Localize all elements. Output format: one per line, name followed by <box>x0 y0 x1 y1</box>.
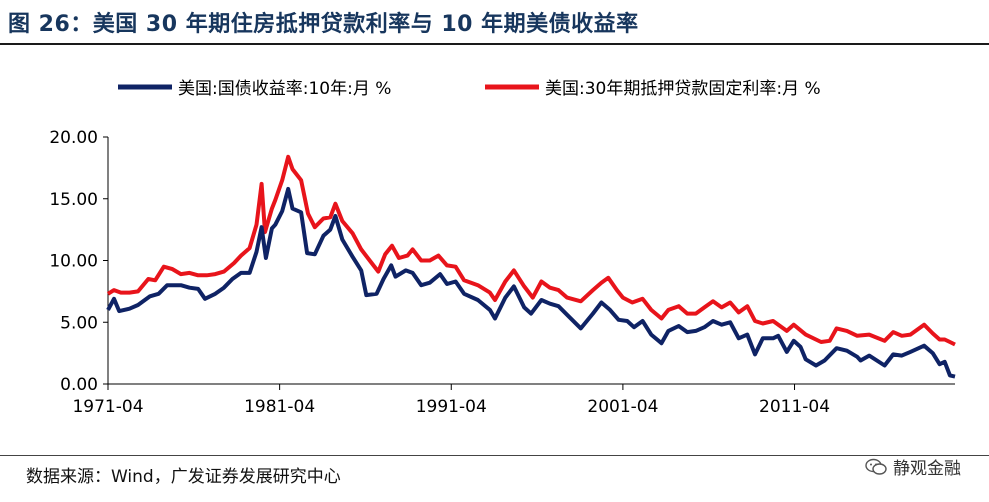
y-tick-label: 0.00 <box>60 375 98 395</box>
series-lines <box>106 154 956 379</box>
x-tick-label: 1971-04 <box>72 397 143 417</box>
legend: 美国:国债收益率:10年:月 % 美国:30年期抵押贷款固定利率:月 % <box>118 79 821 99</box>
y-tick-label: 10.00 <box>49 252 98 272</box>
legend-mortgage-label: 美国:30年期抵押贷款固定利率:月 % <box>545 79 821 99</box>
x-tick-label: 1981-04 <box>244 397 315 417</box>
y-tick-label: 20.00 <box>49 128 98 148</box>
y-tick-label: 5.00 <box>60 313 98 333</box>
legend-treasury-label: 美国:国债收益率:10年:月 % <box>178 79 391 99</box>
y-axis: 0.00 5.00 10.00 15.00 20.00 <box>49 128 109 395</box>
y-tick-label: 15.00 <box>49 190 98 210</box>
x-tick-label: 2001-04 <box>587 397 658 417</box>
watermark-text: 静观金融 <box>893 459 961 479</box>
wechat-icon <box>865 458 887 475</box>
chart-title: 图 26：美国 30 年期住房抵押贷款利率与 10 年期美债收益率 <box>8 12 639 37</box>
footer-divider <box>0 455 989 456</box>
watermark: 静观金融 <box>865 454 961 479</box>
series-line-treasury-10y <box>106 186 956 379</box>
series-line-mortgage-30y <box>106 154 956 347</box>
x-axis: 1971-04 1981-04 1991-04 2001-04 2011-04 <box>72 383 955 417</box>
title-divider <box>0 43 989 45</box>
source-note: 数据来源：Wind，广发证券发展研究中心 <box>26 467 341 487</box>
x-tick-label: 1991-04 <box>416 397 487 417</box>
x-tick-label: 2011-04 <box>759 397 830 417</box>
